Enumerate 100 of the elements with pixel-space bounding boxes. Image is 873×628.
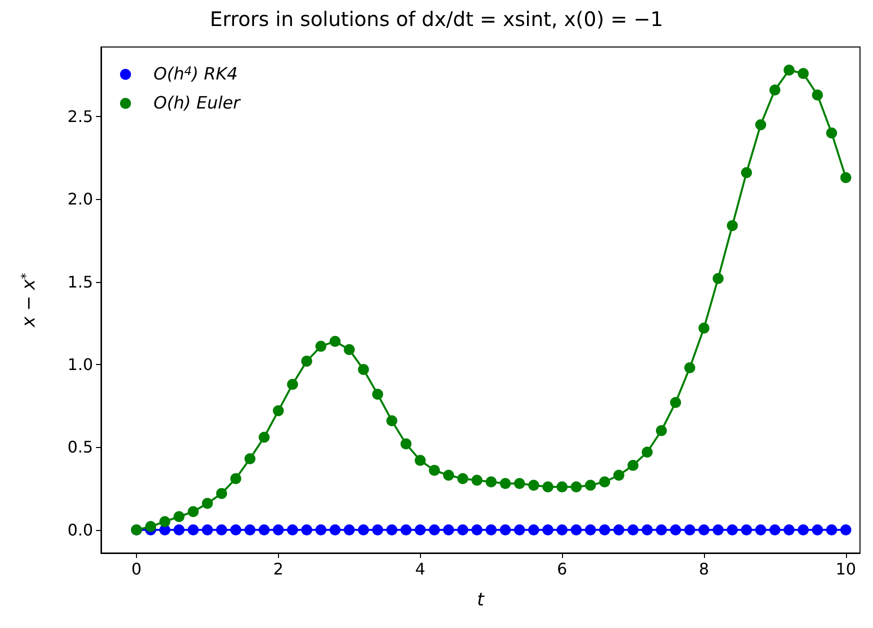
- point: [684, 524, 696, 536]
- chart-title: Errors in solutions of dx/dt = xsint, x(0) = −1: [210, 7, 664, 31]
- point: [301, 524, 312, 536]
- point: [272, 524, 284, 536]
- point: [145, 521, 156, 532]
- point: [414, 454, 426, 466]
- point: [443, 524, 454, 536]
- point: [159, 516, 170, 528]
- point: [556, 524, 568, 536]
- point: [258, 524, 270, 536]
- point: [570, 524, 582, 536]
- point: [528, 524, 540, 536]
- point: [684, 362, 696, 374]
- point: [769, 84, 780, 96]
- point: [188, 506, 199, 518]
- point: [230, 473, 242, 484]
- point: [216, 524, 228, 536]
- point: [656, 524, 667, 536]
- point: [443, 470, 454, 481]
- point: [272, 405, 284, 416]
- point: [840, 524, 852, 536]
- point: [556, 481, 568, 492]
- point: [174, 511, 185, 522]
- point: [471, 524, 482, 536]
- x-axis-title: t: [476, 590, 485, 610]
- point: [315, 524, 326, 536]
- point: [471, 474, 482, 486]
- point: [216, 488, 228, 499]
- point: [315, 340, 326, 352]
- point: [599, 476, 610, 488]
- point: [514, 478, 526, 490]
- y-tick-label: 1.0: [68, 354, 93, 374]
- point: [188, 524, 199, 536]
- point: [486, 476, 497, 488]
- point: [542, 524, 554, 536]
- point: [812, 89, 823, 100]
- x-tick-label: 6: [556, 560, 568, 578]
- point: [570, 481, 582, 492]
- point: [372, 388, 384, 400]
- x-tick-label: 2: [273, 560, 284, 578]
- x-tick-label: 10: [836, 560, 856, 578]
- point: [670, 524, 682, 536]
- y-tick-label: 2.0: [68, 190, 93, 209]
- point: [726, 524, 738, 536]
- point: [514, 524, 526, 536]
- point: [670, 397, 682, 408]
- point: [712, 273, 724, 284]
- x-tick-label: 8: [698, 560, 710, 578]
- point: [741, 524, 752, 536]
- point: [258, 432, 270, 443]
- point: [358, 364, 369, 375]
- point: [244, 453, 256, 464]
- point: [330, 336, 341, 347]
- point: [414, 524, 426, 536]
- y-axis-title: x − x*: [18, 272, 40, 328]
- point: [386, 415, 398, 426]
- point: [584, 524, 596, 536]
- point: [584, 480, 596, 491]
- point: [500, 478, 511, 490]
- point: [656, 425, 667, 436]
- point: [642, 524, 653, 536]
- point: [400, 524, 412, 536]
- point: [500, 524, 511, 536]
- point: [372, 524, 384, 536]
- point: [244, 524, 256, 536]
- point: [599, 524, 610, 536]
- point: [486, 524, 497, 536]
- point: [528, 480, 540, 491]
- point: [741, 167, 752, 178]
- point: [840, 172, 852, 184]
- point: [784, 524, 795, 536]
- x-tick-label: 0: [131, 560, 142, 578]
- point: [755, 119, 766, 130]
- point: [287, 524, 298, 536]
- point: [174, 524, 185, 536]
- point: [344, 524, 355, 536]
- point: [698, 322, 710, 334]
- point: [628, 460, 639, 471]
- x-tick-label: 4: [415, 560, 426, 578]
- point: [400, 438, 412, 450]
- point: [230, 524, 242, 536]
- point: [344, 344, 355, 356]
- point: [613, 470, 624, 481]
- point: [698, 524, 710, 536]
- point: [812, 524, 823, 536]
- point: [202, 498, 213, 509]
- legend-label: O(h) Euler: [154, 93, 242, 114]
- point: [287, 378, 298, 390]
- point: [755, 524, 766, 536]
- y-tick-label: 2.5: [68, 106, 93, 126]
- point: [358, 524, 369, 536]
- point: [457, 473, 468, 484]
- point: [826, 524, 838, 536]
- y-tick-label: 0.0: [68, 520, 93, 540]
- point: [202, 524, 213, 536]
- point: [798, 524, 809, 536]
- point: [769, 524, 780, 536]
- point: [428, 524, 440, 536]
- point: [386, 524, 398, 536]
- y-tick-label: 1.5: [68, 272, 93, 292]
